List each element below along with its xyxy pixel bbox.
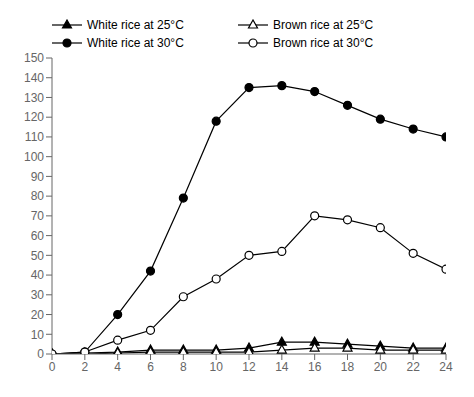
svg-text:110: 110 [25, 130, 44, 144]
html-text:Brown rice at 30°C: Brown rice at 30°C [273, 36, 374, 50]
svg-text:150: 150 [24, 51, 44, 65]
svg-text:24: 24 [439, 360, 453, 374]
svg-text:100: 100 [24, 150, 44, 164]
svg-text:130: 130 [24, 91, 44, 105]
svg-text:30: 30 [31, 288, 45, 302]
svg-text:120: 120 [24, 110, 44, 124]
svg-text:40: 40 [31, 268, 45, 282]
svg-text:4: 4 [114, 360, 121, 374]
svg-text:18: 18 [341, 360, 355, 374]
svg-text:8: 8 [180, 360, 187, 374]
svg-text:0: 0 [49, 360, 56, 374]
svg-text:80: 80 [31, 189, 45, 203]
svg-text:2: 2 [81, 360, 88, 374]
html-text:Brown rice at 25°C: Brown rice at 25°C [273, 18, 374, 32]
svg-text:14: 14 [275, 360, 289, 374]
svg-text:6: 6 [147, 360, 154, 374]
svg-text:0: 0 [37, 347, 44, 361]
svg-text:90: 90 [31, 170, 45, 184]
svg-text:20: 20 [374, 360, 388, 374]
svg-text:20: 20 [31, 308, 45, 322]
html-text:White rice at 25°C: White rice at 25°C [87, 18, 184, 32]
svg-text:60: 60 [31, 229, 45, 243]
html-text:White rice at 30°C: White rice at 30°C [87, 36, 184, 50]
svg-text:10: 10 [209, 360, 223, 374]
svg-text:12: 12 [242, 360, 256, 374]
svg-text:10: 10 [31, 328, 45, 342]
svg-text:140: 140 [24, 71, 44, 85]
svg-text:50: 50 [31, 249, 45, 263]
svg-text:16: 16 [308, 360, 322, 374]
svg-text:22: 22 [406, 360, 420, 374]
svg-text:70: 70 [31, 209, 45, 223]
